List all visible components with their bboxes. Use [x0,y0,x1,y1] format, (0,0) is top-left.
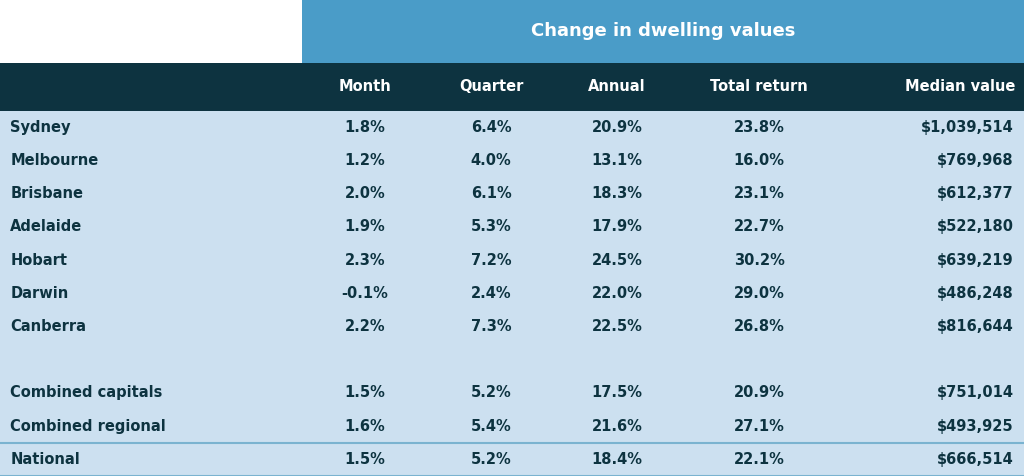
Text: Month: Month [339,79,391,94]
Text: $666,514: $666,514 [937,452,1014,467]
FancyBboxPatch shape [0,210,1024,244]
Text: Darwin: Darwin [10,286,69,301]
Text: 20.9%: 20.9% [734,386,784,400]
Text: 1.8%: 1.8% [345,120,385,135]
FancyBboxPatch shape [0,377,1024,409]
Text: $522,180: $522,180 [937,219,1014,235]
Text: 16.0%: 16.0% [734,153,784,168]
Text: 2.3%: 2.3% [345,253,385,268]
Text: 22.7%: 22.7% [734,219,784,235]
Text: Canberra: Canberra [10,319,86,334]
Text: 29.0%: 29.0% [734,286,784,301]
Text: Quarter: Quarter [459,79,523,94]
Text: 13.1%: 13.1% [592,153,642,168]
Text: 24.5%: 24.5% [592,253,642,268]
Text: $1,039,514: $1,039,514 [921,120,1014,135]
Text: 5.3%: 5.3% [471,219,511,235]
Text: 18.4%: 18.4% [592,452,642,467]
Text: National: National [10,452,80,467]
Text: -0.1%: -0.1% [342,286,388,301]
Text: Combined capitals: Combined capitals [10,386,163,400]
Text: 2.2%: 2.2% [345,319,385,334]
Text: 2.4%: 2.4% [471,286,511,301]
Text: 17.5%: 17.5% [592,386,642,400]
Text: Melbourne: Melbourne [10,153,98,168]
Text: Hobart: Hobart [10,253,68,268]
Text: Change in dwelling values: Change in dwelling values [530,22,796,40]
Text: 18.3%: 18.3% [592,186,642,201]
Text: 1.6%: 1.6% [345,419,385,434]
FancyBboxPatch shape [0,177,1024,210]
Text: Total return: Total return [711,79,808,94]
Text: 5.2%: 5.2% [471,386,511,400]
Text: 22.0%: 22.0% [592,286,642,301]
FancyBboxPatch shape [0,244,1024,277]
Text: 23.1%: 23.1% [734,186,784,201]
Text: $769,968: $769,968 [937,153,1014,168]
Text: 17.9%: 17.9% [592,219,642,235]
FancyBboxPatch shape [0,277,1024,310]
Text: 2.0%: 2.0% [345,186,385,201]
Text: Median value: Median value [905,79,1016,94]
Text: 1.9%: 1.9% [345,219,385,235]
Text: 30.2%: 30.2% [734,253,784,268]
FancyBboxPatch shape [0,310,1024,343]
Text: $486,248: $486,248 [937,286,1014,301]
Text: $493,925: $493,925 [937,419,1014,434]
Text: $751,014: $751,014 [937,386,1014,400]
FancyBboxPatch shape [302,0,1024,63]
Text: 22.1%: 22.1% [734,452,784,467]
FancyBboxPatch shape [0,111,1024,144]
Text: 20.9%: 20.9% [592,120,642,135]
Text: 6.1%: 6.1% [471,186,511,201]
Text: Annual: Annual [588,79,646,94]
Text: Adelaide: Adelaide [10,219,83,235]
Text: 21.6%: 21.6% [592,419,642,434]
FancyBboxPatch shape [0,443,1024,476]
Text: 1.2%: 1.2% [345,153,385,168]
Text: 1.5%: 1.5% [345,386,385,400]
Text: 7.2%: 7.2% [471,253,511,268]
FancyBboxPatch shape [0,144,1024,177]
Text: Sydney: Sydney [10,120,71,135]
Text: $612,377: $612,377 [937,186,1014,201]
FancyBboxPatch shape [0,409,1024,443]
Text: 5.4%: 5.4% [471,419,511,434]
Text: $816,644: $816,644 [937,319,1014,334]
Text: $639,219: $639,219 [937,253,1014,268]
Text: 7.3%: 7.3% [471,319,511,334]
FancyBboxPatch shape [0,63,1024,111]
Text: 27.1%: 27.1% [734,419,784,434]
FancyBboxPatch shape [0,343,1024,377]
Text: 4.0%: 4.0% [471,153,511,168]
Text: Brisbane: Brisbane [10,186,83,201]
Text: 5.2%: 5.2% [471,452,511,467]
Text: Combined regional: Combined regional [10,419,166,434]
Text: 23.8%: 23.8% [734,120,784,135]
Text: 6.4%: 6.4% [471,120,511,135]
Text: 22.5%: 22.5% [592,319,642,334]
Text: 1.5%: 1.5% [345,452,385,467]
Text: 26.8%: 26.8% [734,319,784,334]
